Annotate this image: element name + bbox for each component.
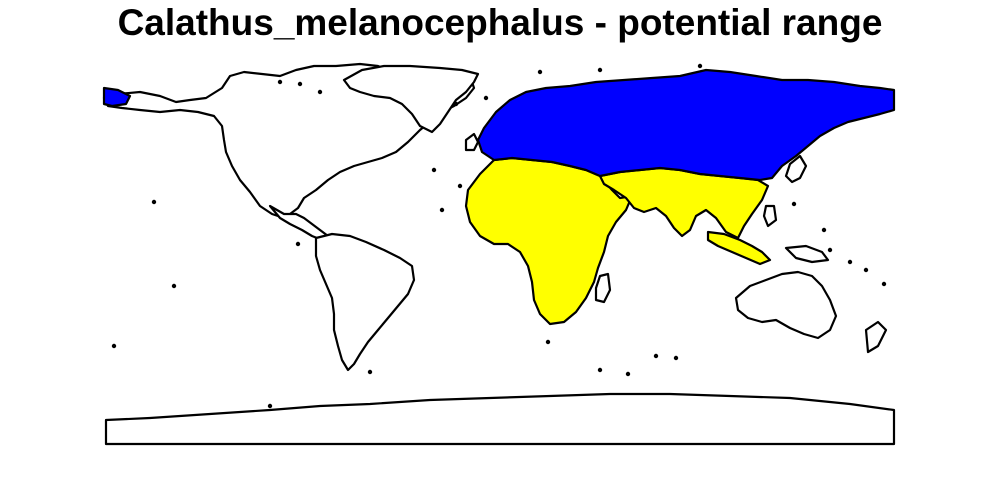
range-alaska bbox=[104, 88, 130, 106]
new-guinea bbox=[786, 246, 828, 262]
madagascar bbox=[596, 274, 610, 302]
south-america bbox=[316, 234, 414, 370]
philippines bbox=[764, 206, 776, 226]
great-britain bbox=[466, 134, 478, 150]
antarctica bbox=[106, 394, 894, 444]
central-america bbox=[270, 206, 328, 240]
australia bbox=[736, 272, 836, 338]
new-zealand bbox=[866, 322, 886, 352]
